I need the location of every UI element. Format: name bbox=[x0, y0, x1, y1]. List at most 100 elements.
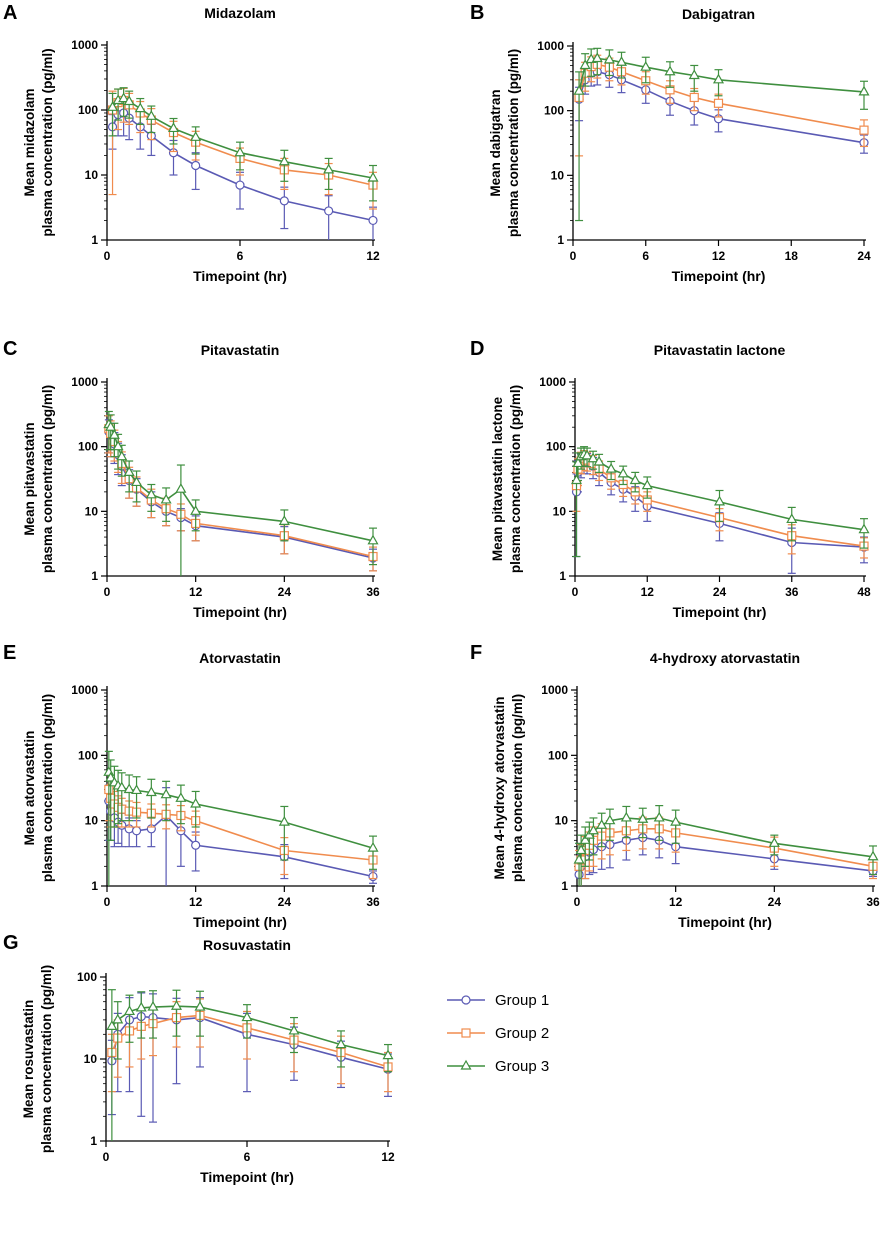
data-point bbox=[107, 101, 119, 111]
series-group-3 bbox=[103, 750, 379, 886]
data-point bbox=[131, 826, 142, 836]
data-point bbox=[604, 814, 616, 825]
data-point bbox=[713, 98, 724, 108]
y-tick-label: 100 bbox=[78, 440, 98, 454]
data-point bbox=[615, 56, 628, 66]
x-axis-label: Timepoint (hr) bbox=[193, 604, 287, 620]
x-axis-label: Timepoint (hr) bbox=[193, 268, 287, 284]
data-point bbox=[112, 440, 124, 451]
legend-item-group-1: Group 1 bbox=[447, 992, 549, 1009]
data-point bbox=[123, 1005, 136, 1016]
x-tick-label: 0 bbox=[104, 895, 111, 909]
data-point bbox=[575, 844, 587, 855]
data-point bbox=[134, 102, 146, 113]
panel-letter: C bbox=[3, 338, 17, 360]
chart-panel-c: C Pitavastatin Mean pitavastatin plasma con… bbox=[3, 338, 380, 620]
y-axis-label: Mean atorvastatin plasma concentration (p… bbox=[22, 694, 55, 882]
data-point bbox=[235, 180, 245, 190]
x-tick-label: 36 bbox=[785, 585, 799, 599]
data-point bbox=[637, 813, 649, 823]
y-tick-label: 10 bbox=[85, 168, 99, 182]
data-point bbox=[194, 1000, 206, 1011]
y-tick-label: 1 bbox=[561, 879, 568, 893]
data-point bbox=[323, 163, 335, 174]
x-axis-label: Timepoint (hr) bbox=[193, 914, 287, 930]
legend-marker bbox=[461, 1028, 471, 1038]
data-point bbox=[105, 420, 117, 431]
data-point bbox=[859, 125, 869, 135]
series-group-2 bbox=[104, 774, 378, 880]
chart-panel-g: G Rosuvastatin Mean rosuvastatin plasma con… bbox=[3, 932, 395, 1185]
data-point bbox=[123, 466, 135, 477]
y-tick-label: 1 bbox=[91, 233, 98, 247]
x-axis-label: Timepoint (hr) bbox=[200, 1169, 294, 1185]
chart-panel-b: B Dabigatran Mean dabigatran plasma concent… bbox=[470, 2, 871, 284]
legend-item-group-3: Group 3 bbox=[447, 1058, 549, 1075]
x-tick-label: 12 bbox=[669, 895, 683, 909]
y-tick-label: 100 bbox=[78, 748, 98, 762]
chart-title: 4-hydroxy atorvastatin bbox=[650, 650, 800, 666]
data-point bbox=[587, 452, 599, 463]
data-point bbox=[617, 467, 629, 478]
y-tick-label: 100 bbox=[78, 103, 98, 117]
chart-panel-f: F 4-hydroxy atorvastatin Mean 4-hydroxy at… bbox=[470, 642, 880, 930]
y-tick-label: 1 bbox=[559, 569, 566, 583]
series-group-1 bbox=[574, 826, 878, 886]
data-point bbox=[116, 781, 128, 792]
x-tick-label: 0 bbox=[570, 249, 577, 263]
y-axis-label-line: Mean dabigatran bbox=[488, 89, 503, 196]
data-point bbox=[145, 110, 157, 120]
data-point bbox=[579, 59, 591, 70]
data-point bbox=[368, 215, 378, 226]
x-axis-label: Timepoint (hr) bbox=[673, 604, 767, 620]
y-axis-label-line: plasma concentration (pg/ml) bbox=[40, 48, 55, 236]
data-point bbox=[123, 783, 135, 794]
data-point bbox=[335, 1038, 347, 1049]
series-group-3 bbox=[573, 47, 870, 222]
x-axis-label: Timepoint (hr) bbox=[678, 914, 772, 930]
data-point bbox=[653, 811, 665, 822]
y-tick-label: 1000 bbox=[537, 39, 564, 53]
x-tick-label: 12 bbox=[189, 895, 203, 909]
data-point bbox=[688, 69, 700, 80]
series-group-3 bbox=[106, 989, 394, 1141]
data-point bbox=[160, 788, 172, 799]
data-point bbox=[629, 474, 641, 485]
x-axis-label: Timepoint (hr) bbox=[672, 268, 766, 284]
x-tick-label: 48 bbox=[857, 585, 871, 599]
data-point bbox=[573, 84, 585, 95]
x-tick-label: 24 bbox=[713, 585, 727, 599]
y-tick-label: 1 bbox=[91, 879, 98, 893]
x-tick-label: 24 bbox=[768, 895, 782, 909]
data-point bbox=[367, 841, 379, 852]
x-tick-label: 6 bbox=[237, 249, 244, 263]
x-tick-label: 36 bbox=[866, 895, 880, 909]
chart-panel-d: D Pitavastatin lactone Mean pitavastatin l… bbox=[470, 338, 871, 620]
y-tick-label: 10 bbox=[551, 168, 565, 182]
data-point bbox=[867, 850, 879, 861]
y-axis-label-line: plasma concentration (pg/ml) bbox=[508, 385, 523, 573]
y-tick-label: 100 bbox=[544, 104, 564, 118]
data-point bbox=[108, 429, 120, 439]
series-group-1 bbox=[107, 992, 393, 1123]
y-axis-label-line: plasma concentration (pg/ml) bbox=[506, 49, 521, 237]
data-point bbox=[190, 797, 202, 808]
y-axis-label: Mean dabigatran plasma concentration (pg/… bbox=[488, 49, 521, 237]
data-point bbox=[131, 784, 143, 795]
data-point bbox=[596, 819, 608, 829]
y-axis-label: Mean 4-hydroxy atorvastatin plasma concen… bbox=[492, 694, 525, 882]
data-point bbox=[167, 122, 180, 133]
chart-title: Pitavastatin lactone bbox=[654, 342, 786, 358]
data-point bbox=[367, 534, 379, 545]
y-axis-label-line: Mean 4-hydroxy atorvastatin bbox=[492, 696, 507, 879]
data-point bbox=[858, 523, 870, 534]
data-point bbox=[175, 482, 187, 493]
data-point bbox=[175, 792, 187, 802]
series-group-3 bbox=[107, 87, 379, 202]
x-tick-label: 0 bbox=[572, 585, 579, 599]
legend-marker bbox=[461, 995, 471, 1005]
y-tick-label: 1000 bbox=[541, 683, 568, 697]
y-tick-label: 10 bbox=[85, 814, 99, 828]
chart-title: Rosuvastatin bbox=[203, 937, 291, 953]
